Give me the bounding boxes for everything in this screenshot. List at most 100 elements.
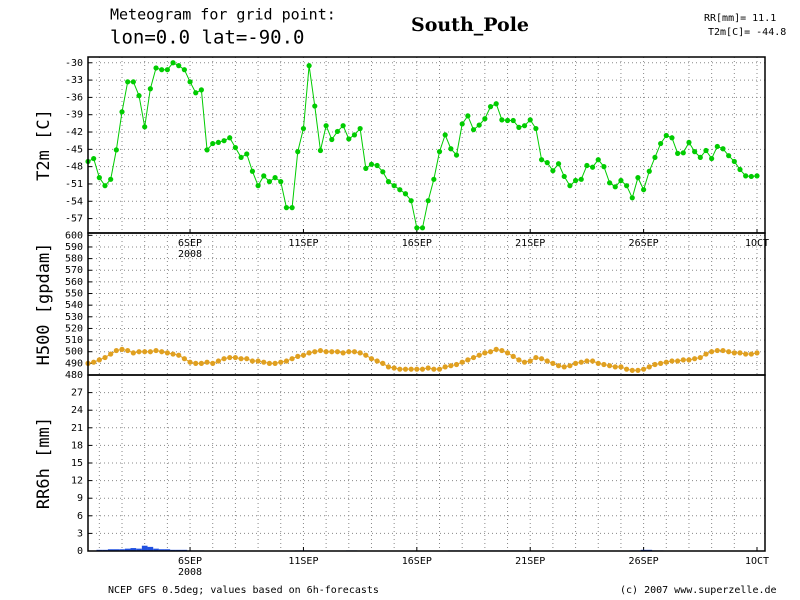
- point: [340, 123, 346, 129]
- bar: [119, 549, 125, 551]
- y-axis-label: RR6h [mm]: [34, 417, 54, 509]
- point: [561, 364, 567, 370]
- point: [363, 352, 369, 358]
- y-tick-label: -42: [65, 127, 83, 138]
- point: [119, 346, 125, 352]
- bar: [113, 549, 120, 551]
- point: [720, 347, 726, 354]
- y-tick-label: 570: [65, 265, 83, 276]
- point: [606, 180, 613, 186]
- point: [442, 132, 448, 138]
- point: [283, 358, 290, 364]
- point: [204, 147, 210, 153]
- point: [465, 113, 471, 119]
- point: [584, 358, 590, 364]
- point: [385, 179, 392, 185]
- point: [533, 354, 539, 361]
- point: [641, 366, 647, 372]
- y-tick-label: -57: [65, 214, 83, 225]
- bar: [164, 549, 171, 551]
- point: [181, 67, 187, 73]
- point: [136, 93, 142, 99]
- point: [601, 361, 607, 368]
- point: [351, 349, 358, 355]
- point: [113, 147, 119, 153]
- year-label: 2008: [178, 249, 202, 260]
- point: [465, 357, 471, 363]
- point: [408, 198, 414, 204]
- point: [357, 350, 363, 356]
- panel-frame: [87, 374, 766, 552]
- point: [431, 366, 437, 372]
- point: [669, 358, 675, 364]
- point: [261, 173, 267, 179]
- y-tick-label: 530: [65, 312, 83, 323]
- title-line-1: Meteogram for grid point:: [110, 6, 336, 24]
- x-tick-label: 6SEP: [178, 238, 202, 249]
- point: [261, 359, 267, 365]
- year-label: 2008: [178, 567, 202, 578]
- point: [255, 358, 261, 364]
- point: [686, 139, 692, 146]
- point: [142, 349, 148, 355]
- point: [130, 350, 136, 356]
- point: [391, 365, 397, 371]
- point: [147, 86, 153, 92]
- x-tick-label: 1OCT: [745, 556, 769, 567]
- point: [448, 146, 454, 152]
- point: [153, 347, 159, 354]
- y-tick-label: 590: [65, 242, 83, 253]
- point: [601, 164, 607, 170]
- point: [221, 356, 227, 362]
- y-tick-label: 27: [71, 388, 83, 399]
- point: [232, 144, 239, 151]
- point: [589, 164, 596, 170]
- point: [164, 350, 170, 356]
- y-tick-label: 15: [71, 458, 83, 469]
- point: [482, 116, 488, 122]
- y-tick-label: 3: [77, 528, 83, 539]
- point: [289, 205, 295, 211]
- point: [629, 195, 635, 201]
- point: [232, 354, 239, 361]
- point: [504, 117, 511, 124]
- point: [380, 360, 386, 366]
- point: [680, 357, 686, 363]
- point: [703, 351, 709, 357]
- point: [153, 65, 159, 71]
- point: [442, 364, 448, 370]
- point: [91, 155, 97, 162]
- point: [510, 117, 516, 124]
- point: [533, 125, 539, 132]
- point: [323, 349, 329, 355]
- y-tick-label: 21: [71, 423, 83, 434]
- point: [193, 90, 199, 96]
- point: [391, 183, 397, 189]
- point: [675, 150, 681, 156]
- point: [312, 349, 318, 355]
- point: [108, 351, 114, 357]
- point: [476, 122, 482, 128]
- x-tick-label: 16SEP: [402, 556, 432, 567]
- x-tick-label: 21SEP: [515, 238, 545, 249]
- point: [329, 349, 335, 355]
- point: [374, 162, 380, 169]
- point: [397, 366, 403, 372]
- point: [521, 359, 528, 365]
- point: [652, 361, 658, 368]
- point: [493, 101, 499, 107]
- point: [663, 132, 669, 139]
- point: [125, 347, 131, 354]
- y-tick-label: 500: [65, 347, 83, 358]
- point: [584, 162, 590, 169]
- point: [635, 175, 641, 181]
- point: [618, 177, 624, 184]
- point: [244, 151, 250, 157]
- point: [624, 183, 630, 189]
- point: [300, 125, 307, 132]
- point: [612, 184, 618, 190]
- point: [726, 153, 732, 159]
- point: [470, 354, 477, 361]
- point: [368, 356, 375, 362]
